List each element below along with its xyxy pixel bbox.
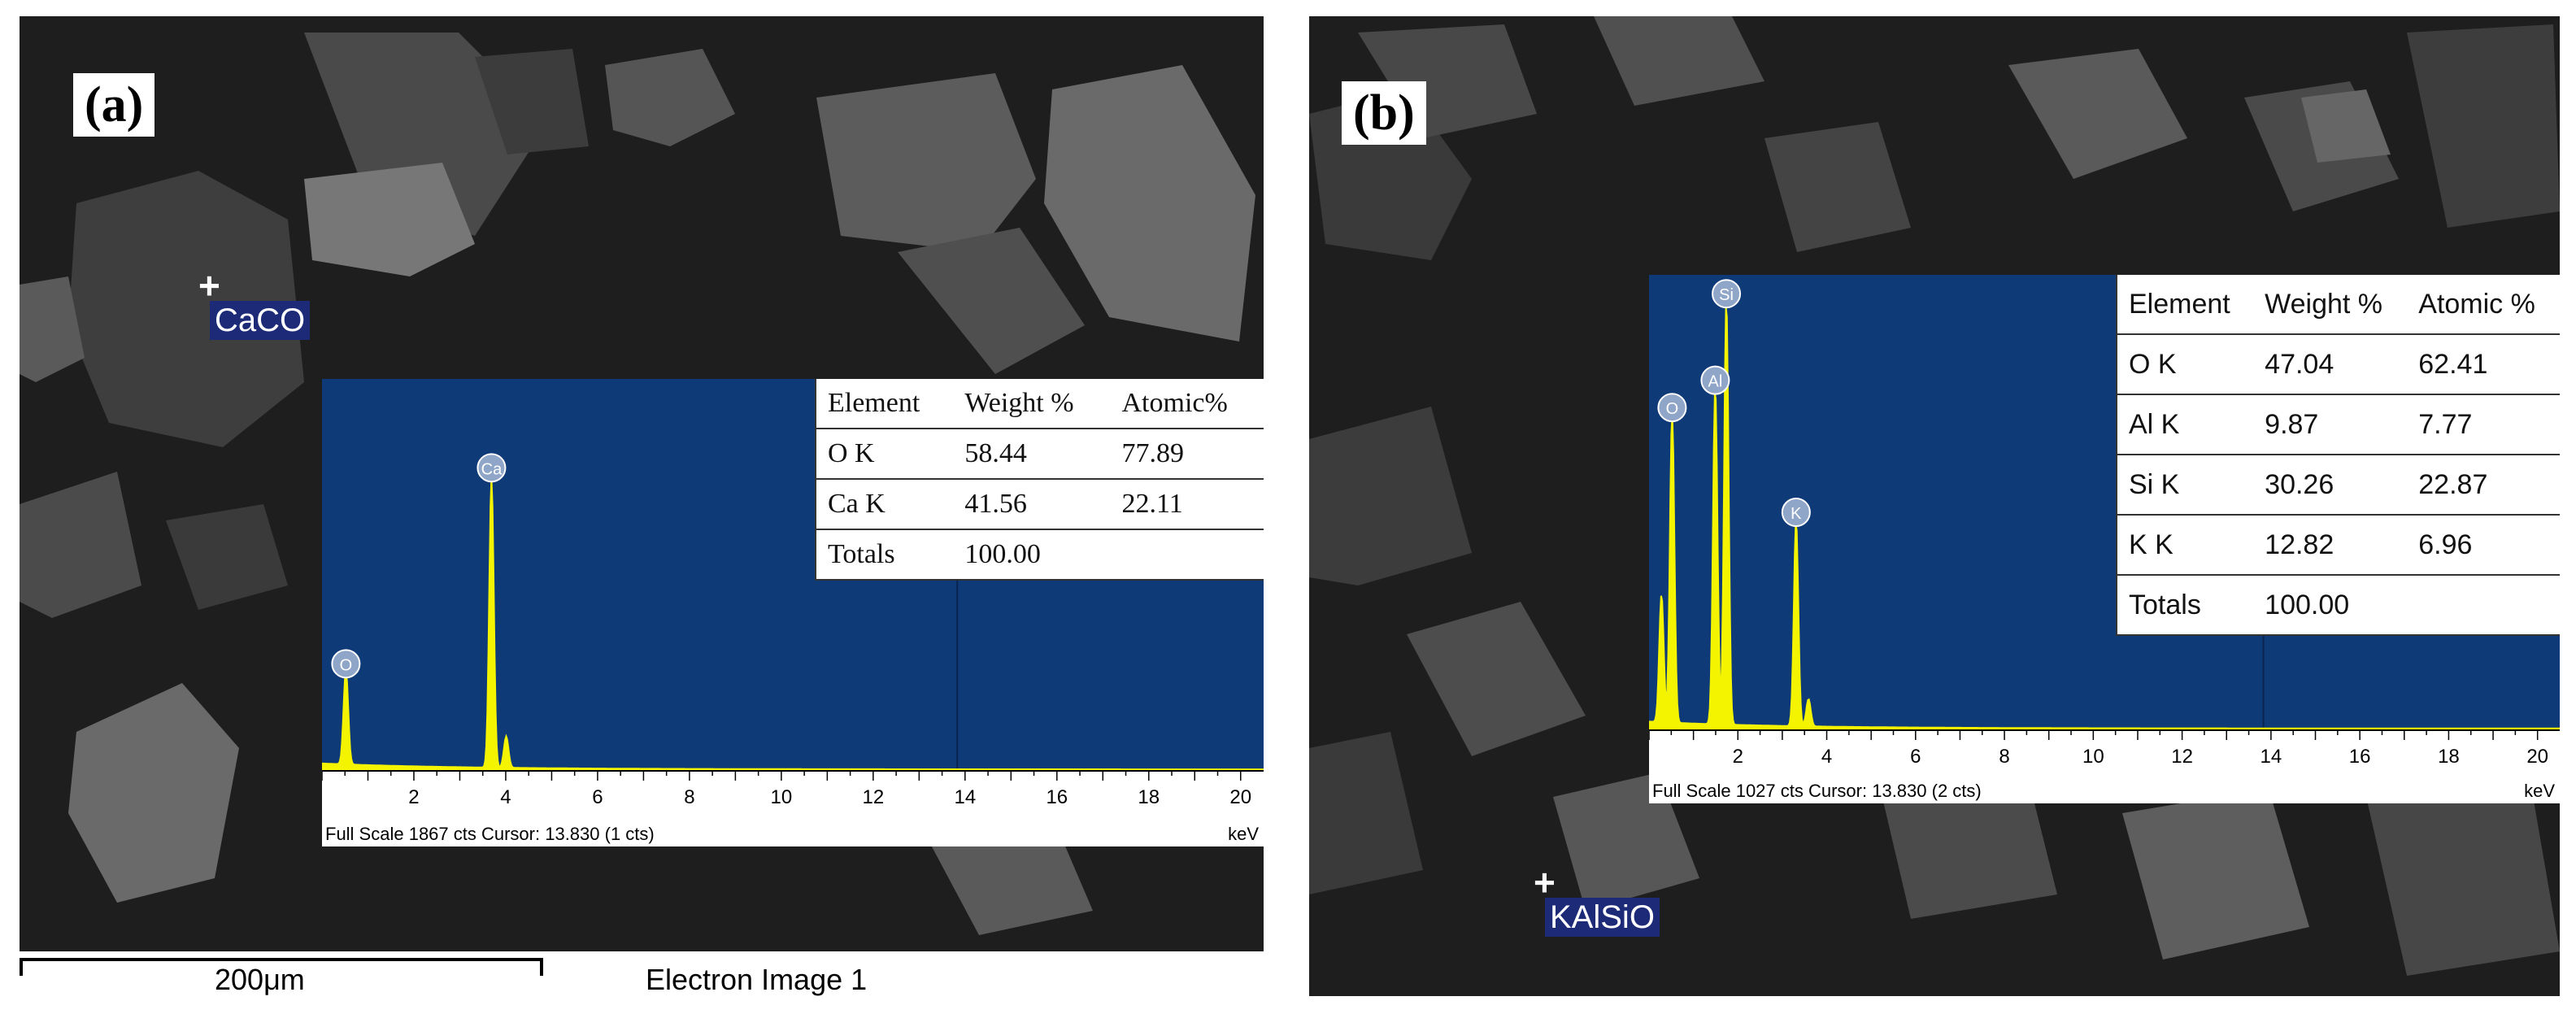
table-cell: Al K	[2117, 394, 2254, 455]
table-header-cell: Element	[828, 388, 920, 418]
table-cell: 100.00	[953, 529, 1111, 580]
table-row: Totals 100.00	[2117, 574, 2560, 635]
x-tick-label: 12	[2171, 746, 2193, 768]
table-header-row: Element Weight % Atomic%	[816, 379, 1264, 429]
particle-background-b	[1309, 16, 2560, 976]
x-tick-label: 4	[500, 786, 511, 808]
x-tick-label: 10	[771, 786, 793, 808]
x-tick-label: 18	[2438, 746, 2460, 768]
x-tick-label: 10	[2082, 746, 2104, 768]
svg-text:O: O	[1666, 400, 1679, 418]
table-cell: 58.44	[953, 428, 1111, 479]
particle-background-a	[20, 33, 1264, 935]
svg-text:Si: Si	[1719, 286, 1734, 304]
x-tick-label: 14	[954, 786, 976, 808]
table-header-cell: Atomic%	[1121, 388, 1228, 418]
table-cell: 12.82	[2253, 514, 2408, 575]
table-row: Si K 30.26 22.87	[2117, 454, 2560, 515]
x-tick-label: 2	[408, 786, 419, 808]
table-header-cell: Element	[2129, 288, 2230, 320]
sem-image-b: (b) + KAlSiO O Al Si K 2 4 6 8 10 12 14 16 18 20 Full …	[1309, 16, 2560, 996]
table-cell: O K	[816, 428, 954, 479]
image-caption: Electron Image 1	[646, 963, 868, 996]
axis-area	[1649, 730, 2560, 803]
x-tick-label: 8	[1999, 746, 2009, 768]
composition-table-b: Element Weight % Atomic % O K 47.04 62.41 Al K…	[2116, 275, 2560, 636]
x-tick-label: 20	[1229, 786, 1251, 808]
spectrum-series	[322, 477, 1264, 772]
scale-bar	[20, 958, 543, 976]
x-tick-label: 12	[863, 786, 885, 808]
x-axis-label: keV	[2524, 781, 2555, 801]
table-cell: Si K	[2117, 454, 2254, 515]
table-cell: 9.87	[2253, 394, 2408, 455]
x-tick-label: 16	[1046, 786, 1068, 808]
crosshair-icon: +	[1534, 861, 1556, 903]
table-cell: 22.11	[1110, 478, 1264, 529]
peak-label-k: K	[1781, 498, 1811, 527]
panel-label-a: (a)	[73, 73, 155, 137]
table-cell: O K	[2117, 333, 2254, 394]
spot-label-b: KAlSiO	[1545, 898, 1660, 937]
table-header-row: Element Weight % Atomic %	[2117, 275, 2560, 334]
peak-label-o: O	[331, 649, 361, 679]
peak-label-si: Si	[1712, 279, 1742, 309]
table-row: O K 58.44 77.89	[816, 428, 1264, 479]
x-tick-label: 20	[2526, 746, 2548, 768]
svg-text:Al: Al	[1708, 373, 1723, 391]
axis-area	[322, 771, 1264, 846]
table-cell: 6.96	[2407, 514, 2560, 575]
table-row: Ca K 41.56 22.11	[816, 478, 1264, 529]
crosshair-icon: +	[198, 264, 220, 307]
table-cell: 100.00	[2253, 574, 2408, 635]
table-row: O K 47.04 62.41	[2117, 333, 2560, 394]
x-tick-label: 18	[1138, 786, 1160, 808]
x-tick-label: 4	[1821, 746, 1832, 768]
status-text: Full Scale 1027 cts Cursor: 13.830 (2 ct…	[1652, 781, 1982, 801]
table-cell: 30.26	[2253, 454, 2408, 515]
spectrum-series	[1649, 307, 2560, 731]
table-row: Totals 100.00	[816, 529, 1264, 580]
x-axis-label: keV	[1228, 824, 1259, 844]
table-cell: 47.04	[2253, 333, 2408, 394]
status-text: Full Scale 1867 cts Cursor: 13.830 (1 ct…	[325, 824, 655, 844]
eds-spectrum-a: O Ca 2 4 6 8 10 12 14 16 18 20 Full Scale 1867 cts C…	[322, 379, 1264, 846]
peak-label-o: O	[1657, 393, 1687, 423]
table-cell: 22.87	[2407, 454, 2560, 515]
x-tick-label: 8	[684, 786, 694, 808]
table-header-cell: Weight %	[2265, 288, 2383, 320]
peak-label-al: Al	[1700, 365, 1730, 395]
table-cell: Totals	[816, 529, 954, 580]
table-cell: 62.41	[2407, 333, 2560, 394]
x-tick-label: 2	[1733, 746, 1743, 768]
sem-image-a: (a) + CaCO O Ca 2 4 6 8 10 12 14 16 18 20 Full Scale…	[20, 16, 1264, 951]
table-cell: Totals	[2117, 574, 2254, 635]
x-tick-label: 16	[2349, 746, 2371, 768]
table-cell: 7.77	[2407, 394, 2560, 455]
table-cell	[1110, 529, 1264, 580]
table-header-cell: Weight %	[964, 388, 1074, 418]
spot-label-a: CaCO	[210, 301, 311, 340]
image-footer-a: 200μm Electron Image 1	[20, 951, 1264, 1000]
x-tick-label: 6	[592, 786, 603, 808]
table-row: Al K 9.87 7.77	[2117, 394, 2560, 455]
table-cell: K K	[2117, 514, 2254, 575]
eds-spectrum-b: O Al Si K 2 4 6 8 10 12 14 16 18 20 Full Scale 1027 ct…	[1649, 275, 2560, 803]
table-header-cell: Atomic %	[2418, 288, 2535, 320]
svg-text:K: K	[1791, 505, 1802, 523]
table-row: K K 12.82 6.96	[2117, 514, 2560, 575]
svg-text:Ca: Ca	[481, 460, 503, 478]
svg-text:O: O	[340, 656, 353, 674]
table-cell: 41.56	[953, 478, 1111, 529]
scale-bar-label: 200μm	[215, 963, 305, 996]
panel-label-b: (b)	[1342, 81, 1426, 145]
x-tick-label: 14	[2261, 746, 2282, 768]
table-cell: 77.89	[1110, 428, 1264, 479]
peak-label-ca: Ca	[476, 453, 507, 483]
table-cell	[2407, 574, 2560, 635]
table-cell: Ca K	[816, 478, 954, 529]
x-tick-label: 6	[1910, 746, 1921, 768]
